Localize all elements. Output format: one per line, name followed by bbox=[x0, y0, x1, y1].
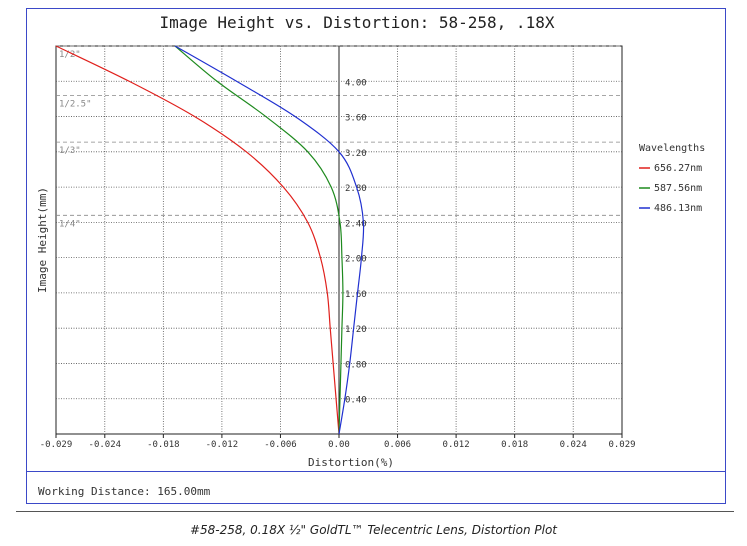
y-axis-label: Image Height(mm) bbox=[36, 187, 49, 293]
y-tick-label: 3.60 bbox=[345, 114, 367, 124]
legend-entry: 656.27nm bbox=[654, 163, 702, 174]
y-tick-label: 4.00 bbox=[345, 78, 367, 88]
sensor-format-label: 1/4" bbox=[59, 219, 81, 229]
y-tick-label: 2.00 bbox=[345, 255, 367, 265]
x-tick-label: 0.006 bbox=[384, 440, 411, 450]
x-tick-label: 0.018 bbox=[501, 440, 528, 450]
x-tick-label: -0.029 bbox=[40, 440, 73, 450]
legend-entry: 486.13nm bbox=[654, 203, 702, 214]
series-line-587.56nm bbox=[174, 45, 344, 435]
x-tick-label: 0.029 bbox=[608, 440, 635, 450]
y-tick-label: 1.20 bbox=[345, 325, 367, 335]
sensor-format-label: 1/2" bbox=[59, 50, 81, 60]
legend-entry: 587.56nm bbox=[654, 183, 702, 194]
x-tick-label: 0.00 bbox=[328, 440, 350, 450]
figure-caption: #58-258, 0.18X ½" GoldTL™ Telecentric Le… bbox=[189, 523, 558, 537]
y-tick-label: 2.80 bbox=[345, 184, 367, 194]
x-tick-label: 0.024 bbox=[560, 440, 587, 450]
working-distance: Working Distance: 165.00mm bbox=[38, 485, 211, 498]
y-tick-label: 0.40 bbox=[345, 396, 367, 406]
chart-title: Image Height vs. Distortion: 58-258, .18… bbox=[160, 13, 555, 32]
series-line-486.13nm bbox=[174, 45, 365, 435]
footer-separator bbox=[26, 471, 726, 472]
x-tick-label: -0.012 bbox=[206, 440, 239, 450]
legend-title: Wavelengths bbox=[639, 143, 705, 154]
chart-frame bbox=[26, 8, 726, 504]
y-tick-label: 3.20 bbox=[345, 149, 367, 159]
x-tick-label: 0.012 bbox=[443, 440, 470, 450]
x-tick-label: -0.006 bbox=[264, 440, 297, 450]
sensor-format-label: 1/2.5" bbox=[59, 99, 92, 109]
series-line-656.27nm bbox=[55, 45, 340, 435]
x-tick-label: -0.024 bbox=[89, 440, 122, 450]
sensor-format-label: 1/3" bbox=[59, 146, 81, 156]
y-tick-label: 0.80 bbox=[345, 360, 367, 370]
y-tick-label: 2.40 bbox=[345, 219, 367, 229]
caption-divider bbox=[16, 511, 734, 512]
x-axis-label: Distortion(%) bbox=[308, 456, 394, 469]
x-tick-label: -0.018 bbox=[147, 440, 180, 450]
y-tick-label: 1.60 bbox=[345, 290, 367, 300]
